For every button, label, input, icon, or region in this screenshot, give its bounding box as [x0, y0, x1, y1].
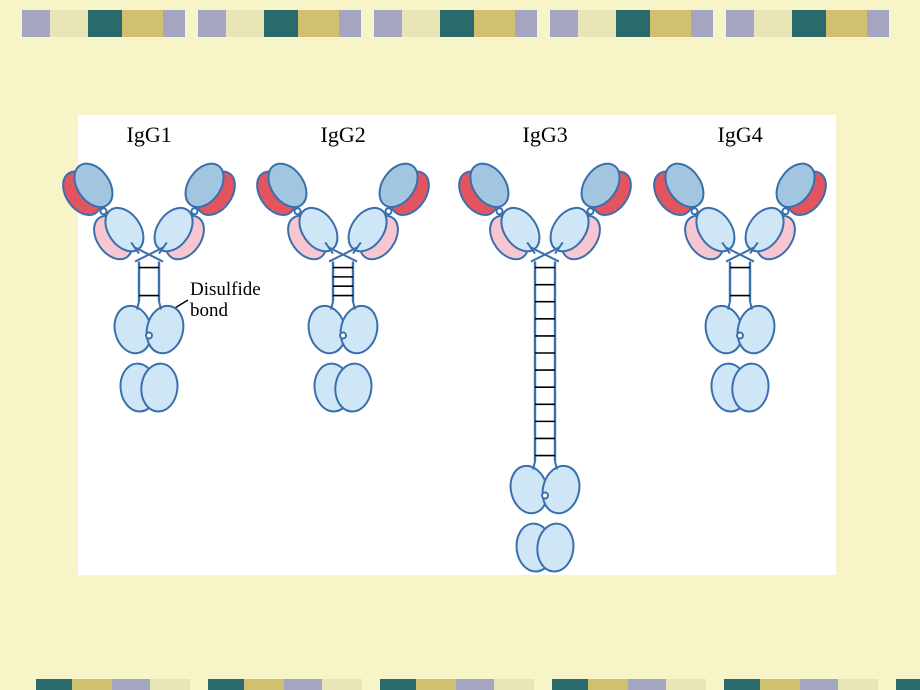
antibody-igg4 — [0, 0, 920, 690]
